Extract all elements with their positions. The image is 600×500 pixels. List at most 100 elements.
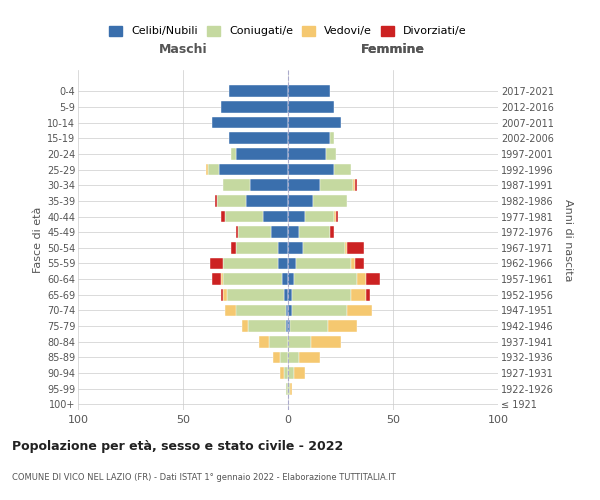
Y-axis label: Anni di nascita: Anni di nascita [563,198,573,281]
Bar [313,195,347,206]
Bar [347,242,364,254]
Bar [334,164,351,175]
Bar [232,242,235,254]
Text: Popolazione per età, sesso e stato civile - 2022: Popolazione per età, sesso e stato civil… [12,440,343,453]
Legend: Celibi/Nubili, Coniugati/e, Vedovi/e, Divorziati/e: Celibi/Nubili, Coniugati/e, Vedovi/e, Di… [105,21,471,41]
Bar [292,289,351,300]
Bar [238,226,271,238]
Bar [223,274,282,285]
Bar [326,148,337,160]
Bar [288,352,299,363]
Bar [303,242,344,254]
Bar [208,164,218,175]
Y-axis label: Fasce di età: Fasce di età [32,207,43,273]
Bar [284,289,288,300]
Bar [288,226,299,238]
Bar [263,210,288,222]
Bar [235,242,277,254]
Bar [295,367,305,379]
Bar [218,164,288,175]
Bar [330,132,334,144]
Bar [217,195,246,206]
Bar [235,226,238,238]
Bar [250,180,288,191]
Bar [229,132,288,144]
Bar [277,242,288,254]
Bar [330,226,334,238]
Bar [269,336,288,347]
Bar [280,367,284,379]
Bar [223,289,227,300]
Bar [299,352,320,363]
Bar [292,304,347,316]
Bar [366,274,380,285]
Bar [206,164,208,175]
Bar [351,289,366,300]
Text: COMUNE DI VICO NEL LAZIO (FR) - Dati ISTAT 1° gennaio 2022 - Elaborazione TUTTIT: COMUNE DI VICO NEL LAZIO (FR) - Dati IST… [12,473,396,482]
Bar [299,226,330,238]
Bar [347,304,372,316]
Bar [328,320,358,332]
Bar [305,210,334,222]
Bar [353,180,355,191]
Bar [288,210,305,222]
Bar [221,289,223,300]
Bar [271,226,288,238]
Bar [288,320,290,332]
Bar [288,164,334,175]
Bar [295,274,358,285]
Bar [288,383,290,394]
Bar [274,352,280,363]
Bar [355,258,364,270]
Bar [242,320,248,332]
Bar [366,289,370,300]
Bar [288,258,296,270]
Bar [320,180,353,191]
Bar [288,101,334,113]
Bar [210,258,223,270]
Bar [288,336,311,347]
Bar [235,304,286,316]
Bar [215,195,217,206]
Bar [351,258,355,270]
Bar [358,274,366,285]
Bar [212,274,221,285]
Bar [212,117,288,128]
Bar [288,289,292,300]
Bar [286,320,288,332]
Bar [232,148,235,160]
Bar [290,383,292,394]
Bar [286,383,288,394]
Bar [288,86,330,97]
Bar [290,320,328,332]
Bar [221,101,288,113]
Text: Maschi: Maschi [158,44,208,57]
Bar [248,320,286,332]
Bar [288,180,320,191]
Bar [284,367,288,379]
Bar [288,242,303,254]
Bar [311,336,341,347]
Bar [225,210,263,222]
Bar [288,117,341,128]
Bar [288,148,326,160]
Bar [286,304,288,316]
Bar [288,367,295,379]
Bar [225,304,235,316]
Bar [235,148,288,160]
Bar [282,274,288,285]
Bar [223,180,250,191]
Bar [355,180,358,191]
Bar [280,352,288,363]
Bar [227,289,284,300]
Bar [223,258,277,270]
Bar [221,210,225,222]
Bar [288,304,292,316]
Bar [229,86,288,97]
Text: Femmine: Femmine [361,44,425,57]
Bar [277,258,288,270]
Bar [345,242,347,254]
Bar [296,258,351,270]
Bar [334,210,337,222]
Text: Femmine: Femmine [361,44,425,57]
